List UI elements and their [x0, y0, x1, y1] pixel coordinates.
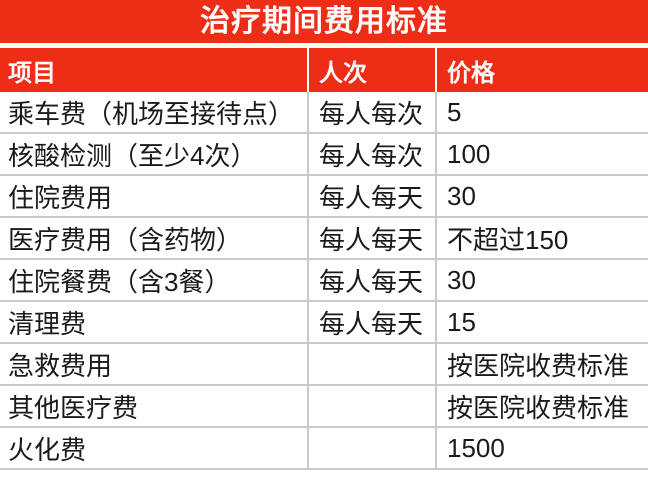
cell-frequency: 每人每天 [307, 175, 436, 218]
cell-frequency: 每人每天 [307, 217, 436, 260]
table-row: 乘车费（机场至接待点） 每人每次 5 [0, 92, 648, 134]
cell-frequency: 每人每天 [307, 301, 436, 344]
table-row: 其他医疗费 按医院收费标准 [0, 385, 648, 428]
cell-frequency [307, 385, 436, 428]
cell-price: 按医院收费标准 [435, 343, 648, 386]
cell-item: 核酸检测（至少4次） [0, 133, 308, 176]
cell-price: 30 [435, 175, 648, 218]
cell-price: 100 [435, 133, 648, 176]
cell-item: 火化费 [0, 427, 308, 470]
cell-price: 不超过150 [435, 217, 648, 260]
title-divider [0, 43, 648, 48]
table-row: 清理费 每人每天 15 [0, 301, 648, 344]
cell-item: 住院费用 [0, 175, 308, 218]
cell-price: 15 [435, 301, 648, 344]
table-row: 急救费用 按医院收费标准 [0, 343, 648, 386]
column-header-item: 项目 [0, 48, 308, 92]
cell-item: 住院餐费（含3餐） [0, 259, 308, 302]
table-body: 乘车费（机场至接待点） 每人每次 5 核酸检测（至少4次） 每人每次 100 住… [0, 92, 648, 470]
cell-frequency [307, 427, 436, 470]
table-header: 项目 人次 价格 [0, 48, 648, 92]
cell-item: 其他医疗费 [0, 385, 308, 428]
table-row: 火化费 1500 [0, 427, 648, 470]
column-header-frequency: 人次 [307, 48, 436, 92]
cell-item: 乘车费（机场至接待点） [0, 92, 308, 134]
cell-frequency [307, 343, 436, 386]
cell-frequency: 每人每次 [307, 92, 436, 134]
cell-price: 5 [435, 92, 648, 134]
cell-item: 清理费 [0, 301, 308, 344]
cell-price: 30 [435, 259, 648, 302]
page-title: 治疗期间费用标准 [0, 0, 648, 43]
column-header-price: 价格 [435, 48, 648, 92]
cell-price: 1500 [435, 427, 648, 470]
cell-item: 医疗费用（含药物） [0, 217, 308, 260]
cell-frequency: 每人每天 [307, 259, 436, 302]
header-row: 项目 人次 价格 [0, 48, 648, 92]
table-row: 住院费用 每人每天 30 [0, 175, 648, 218]
fee-table: 项目 人次 价格 乘车费（机场至接待点） 每人每次 5 核酸检测（至少4次） 每… [0, 48, 648, 470]
cell-frequency: 每人每次 [307, 133, 436, 176]
cell-item: 急救费用 [0, 343, 308, 386]
table-row: 核酸检测（至少4次） 每人每次 100 [0, 133, 648, 176]
cell-price: 按医院收费标准 [435, 385, 648, 428]
table-row: 医疗费用（含药物） 每人每天 不超过150 [0, 217, 648, 260]
table-row: 住院餐费（含3餐） 每人每天 30 [0, 259, 648, 302]
